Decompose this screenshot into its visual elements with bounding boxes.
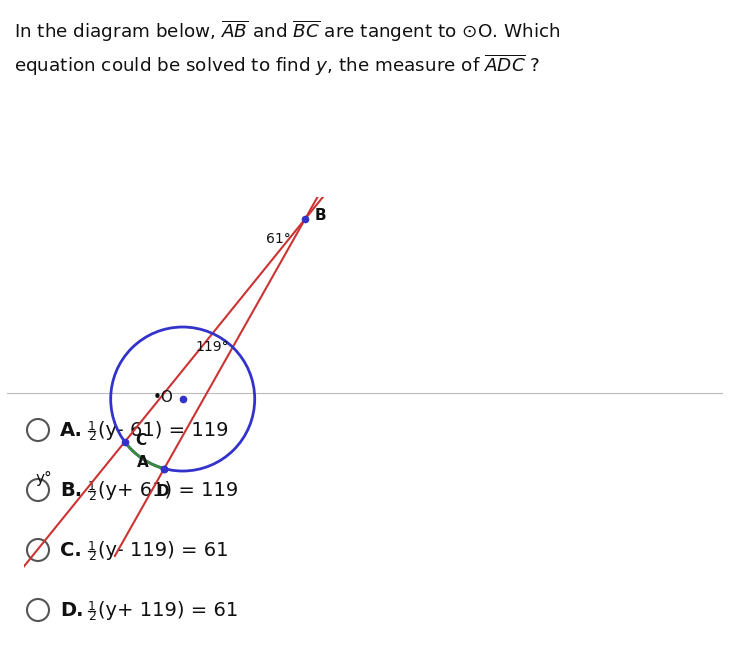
Text: 119°: 119° [195, 340, 230, 354]
Text: •O: •O [153, 390, 174, 405]
Text: D.: D. [60, 601, 84, 619]
Text: 1: 1 [88, 599, 96, 613]
Text: 1: 1 [88, 540, 96, 553]
Text: 1: 1 [88, 420, 96, 432]
Text: B: B [314, 208, 326, 223]
Text: A.: A. [60, 420, 83, 440]
Text: A: A [136, 455, 148, 470]
Text: B.: B. [60, 480, 82, 499]
Text: (y+ 61) = 119: (y+ 61) = 119 [98, 480, 238, 499]
Text: 2: 2 [88, 609, 96, 622]
Text: (y+ 119) = 61: (y+ 119) = 61 [98, 601, 238, 619]
Text: (y- 61) = 119: (y- 61) = 119 [98, 420, 228, 440]
Text: 2: 2 [88, 549, 96, 563]
Text: 61°: 61° [265, 232, 290, 246]
Text: D: D [156, 484, 169, 499]
Text: y°: y° [35, 470, 52, 486]
Text: In the diagram below, $\overline{AB}$ and $\overline{BC}$ are tangent to $\odot$: In the diagram below, $\overline{AB}$ an… [14, 18, 561, 43]
Text: C.: C. [60, 540, 82, 559]
Text: 2: 2 [88, 430, 96, 442]
Text: C: C [135, 433, 146, 448]
Text: 1: 1 [88, 480, 96, 492]
Text: 2: 2 [88, 490, 96, 503]
Text: equation could be solved to find $y$, the measure of $\overline{ADC}$ ?: equation could be solved to find $y$, th… [14, 52, 540, 78]
Text: (y- 119) = 61: (y- 119) = 61 [98, 540, 228, 559]
